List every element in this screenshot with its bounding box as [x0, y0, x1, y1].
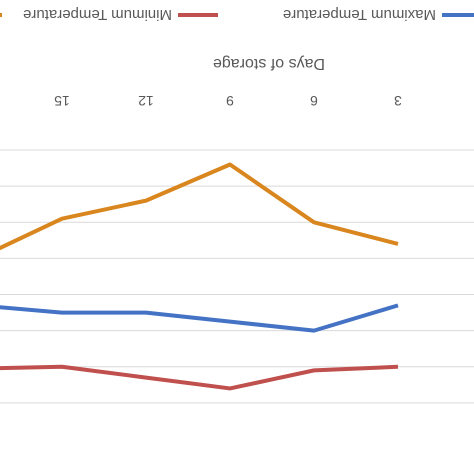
- series-lines: [0, 162, 399, 391]
- x-tick-label: 9: [226, 93, 234, 109]
- x-tick-label: 15: [54, 93, 70, 109]
- x-tick-label: 6: [310, 93, 318, 109]
- gridlines: [0, 149, 474, 404]
- x-tick-labels: 036912151821: [54, 93, 402, 109]
- series-line-1: [0, 364, 399, 391]
- x-tick-label: 12: [138, 93, 154, 109]
- series-line-0: [0, 303, 399, 333]
- series-line-2: [0, 162, 399, 251]
- legend-label: Minimum Temperature: [23, 6, 172, 23]
- x-tick-label: 3: [394, 93, 402, 109]
- x-axis-title: Days of storage: [213, 55, 325, 72]
- legend-label: Maximum Temperature: [283, 6, 436, 23]
